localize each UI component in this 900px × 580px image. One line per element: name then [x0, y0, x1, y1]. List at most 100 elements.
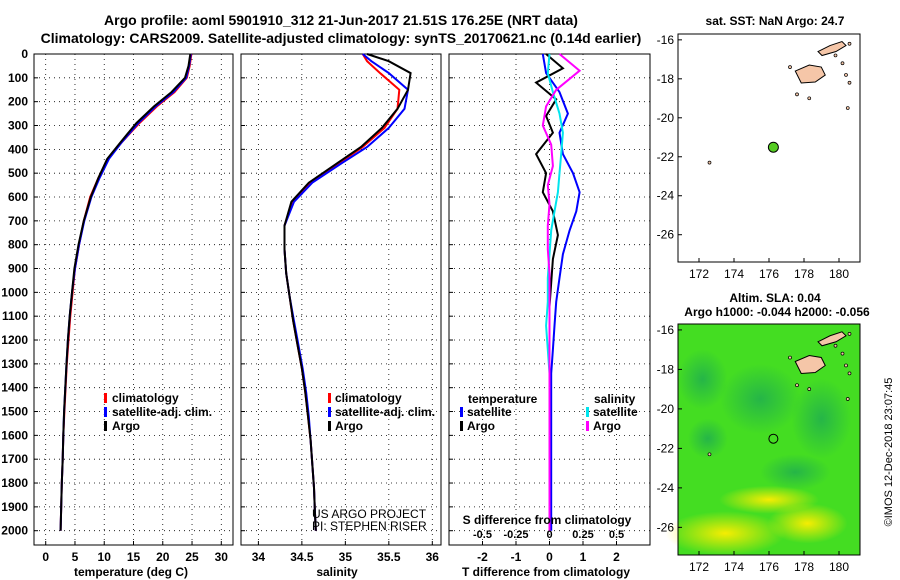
- depth-axis: 0 100 200 300 400 500 600 700 800 900 1000 1100 1200…: [1, 47, 28, 538]
- legend-label-satellite: satellite-adj. clim.: [112, 405, 212, 419]
- legend-label-argo: Argo: [112, 419, 140, 433]
- depth-tick-label: 100: [8, 71, 28, 85]
- lat-tick-label: -22: [657, 150, 675, 164]
- x-tick-label: 25: [185, 550, 199, 564]
- salinity-axis-label: salinity: [316, 565, 358, 579]
- island-viti-levu: [794, 64, 826, 84]
- salinity-panel: 34 34.5 35 35.5 36: [240, 53, 442, 564]
- island-vanua-levu: [817, 40, 847, 57]
- sla-anomaly: [767, 503, 848, 544]
- series-line-s-argo: [541, 53, 582, 531]
- depth-tick-label: 700: [8, 214, 28, 228]
- sst-map-title: sat. SST: NaN Argo: 24.7: [706, 14, 845, 28]
- legend-label-climatology: climatology: [335, 391, 402, 405]
- series-line-t-satellite: [541, 53, 581, 531]
- legend-swatch-climatology: [104, 393, 107, 403]
- x-tick-label: -1: [511, 550, 522, 564]
- series-line-argo: [283, 53, 412, 531]
- depth-tick-label: 1900: [1, 500, 28, 514]
- depth-tick-label: 500: [8, 166, 28, 180]
- x-tick-label: 36: [426, 550, 440, 564]
- lat-tick-label: -26: [657, 520, 675, 534]
- island-viti-levu: [794, 354, 826, 375]
- small-island: [840, 61, 845, 66]
- x-tick-label: 2: [613, 550, 620, 564]
- sla-anomaly: [760, 454, 831, 491]
- legend-swatch-s-satellite: [586, 407, 589, 417]
- temperature-legend: climatology satellite-adj. clim. Argo: [104, 391, 212, 433]
- s-tick-label: 0.5: [609, 529, 624, 541]
- lon-tick-label: 176: [759, 560, 779, 574]
- salinity-legend: climatology satellite-adj. clim. Argo: [328, 391, 435, 433]
- s-tick-label: 0: [546, 529, 552, 541]
- x-tick-label: 20: [156, 550, 170, 564]
- sla-anomaly: [665, 511, 786, 556]
- location-map: 172 174 176 178 180 -16 -18 -20 -22 -24 -26: [657, 33, 861, 281]
- legend-swatch-argo: [328, 421, 331, 431]
- small-island: [844, 73, 848, 77]
- small-island: [707, 452, 712, 457]
- lon-tick-label: 178: [794, 560, 814, 574]
- pi-credit: PI: STEPHEN RISER: [312, 519, 427, 533]
- lat-tick-label: -16: [657, 323, 675, 337]
- s-difference-ticks: -0.5 -0.25 0 0.25 0.5: [473, 529, 624, 541]
- x-tick-label: 35: [339, 550, 353, 564]
- small-island: [788, 355, 792, 360]
- s-tick-label: 0.25: [572, 529, 593, 541]
- lat-tick-label: -16: [657, 33, 675, 47]
- small-island: [833, 53, 838, 58]
- lon-tick-label: 176: [759, 267, 779, 281]
- depth-tick-label: 1400: [1, 381, 28, 395]
- legend-label-climatology: climatology: [112, 391, 179, 405]
- float-position-marker: [767, 141, 779, 153]
- legend-header-salinity: salinity: [594, 392, 636, 406]
- small-island: [847, 80, 852, 85]
- legend-label-s-argo: Argo: [593, 419, 621, 433]
- depth-tick-label: 1600: [1, 428, 28, 442]
- depth-tick-label: 300: [8, 119, 28, 133]
- lat-tick-label: -24: [657, 481, 675, 495]
- altimetry-title-2: Argo h1000: -0.044 h2000: -0.056: [684, 305, 870, 319]
- legend-label-argo: Argo: [335, 419, 363, 433]
- float-position-marker: [768, 433, 779, 444]
- lat-tick-label: -26: [657, 228, 675, 242]
- small-island: [833, 343, 838, 348]
- depth-tick-label: 800: [8, 238, 28, 252]
- small-island: [707, 160, 712, 165]
- small-island: [795, 92, 799, 97]
- lon-tick-label: 180: [829, 560, 849, 574]
- sla-anomaly: [687, 418, 728, 459]
- difference-axis-label: T difference from climatology: [462, 565, 630, 579]
- small-island: [788, 65, 792, 69]
- lon-tick-label: 172: [689, 267, 709, 281]
- lat-tick-label: -18: [657, 72, 675, 86]
- sla-anomaly: [720, 364, 801, 435]
- depth-tick-label: 1100: [2, 309, 28, 323]
- legend-label-satellite: satellite-adj. clim.: [335, 405, 435, 419]
- island-vanua-levu: [817, 331, 847, 347]
- timestamp-stamp: ©IMOS 12-Dec-2018 23:07:45: [883, 378, 895, 527]
- difference-legend: temperature salinity satellite Argo sate…: [460, 392, 638, 433]
- lat-tick-label: -24: [657, 189, 675, 203]
- lat-tick-label: -20: [657, 111, 675, 125]
- series-line-climatology: [59, 53, 193, 531]
- legend-swatch-s-argo: [586, 421, 589, 431]
- x-tick-label: 10: [98, 550, 112, 564]
- depth-tick-label: 1000: [1, 285, 28, 299]
- project-credit: US ARGO PROJECT: [312, 507, 427, 521]
- legend-swatch-argo: [104, 421, 107, 431]
- depth-tick-label: 2000: [1, 524, 28, 538]
- series-line-satellite-adj-clim-: [59, 53, 192, 531]
- depth-tick-label: 1500: [1, 405, 28, 419]
- title-line-1: Argo profile: aoml 5901910_312 21-Jun-20…: [104, 12, 578, 28]
- depth-tick-label: 900: [8, 262, 28, 276]
- depth-tick-label: 1700: [1, 452, 28, 466]
- depth-tick-label: 0: [21, 47, 28, 61]
- lat-tick-label: -22: [657, 441, 675, 455]
- x-tick-label: 34.5: [290, 550, 314, 564]
- x-tick-label: -2: [477, 550, 488, 564]
- x-tick-label: 34: [252, 550, 266, 564]
- lon-tick-label: 174: [724, 560, 744, 574]
- s-difference-label: S difference from climatology: [463, 513, 632, 527]
